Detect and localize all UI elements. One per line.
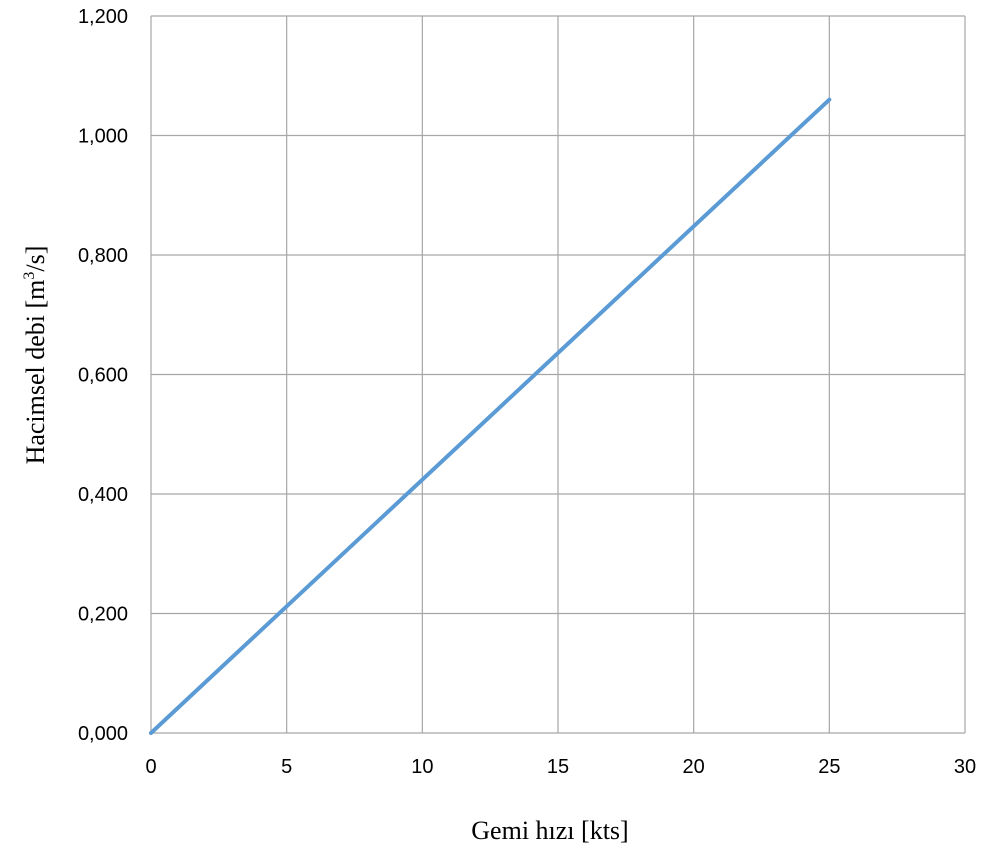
y-tick-label-0,000: 0,000 [78,723,128,745]
x-tick-label-0: 0 [145,756,156,778]
x-tick-label-15: 15 [547,756,569,778]
x-tick-label-10: 10 [411,756,433,778]
y-axis-title: Hacimsel debi [m3/s] [21,246,50,465]
series-line-1 [149,97,832,735]
y-tick-label-0,600: 0,600 [78,365,128,387]
x-tick-label-20: 20 [683,756,705,778]
plot-area [149,97,832,735]
y-tick-label-0,800: 0,800 [78,245,128,267]
y-axis-title-end: /s] [21,246,50,272]
x-axis-ticks: 0 5 10 15 20 25 30 [145,756,976,778]
y-axis-ticks: 0,000 0,200 0,400 0,600 0,800 1,000 1,200 [78,6,128,745]
x-tick-label-25: 25 [818,756,840,778]
y-tick-label-1,200: 1,200 [78,6,128,28]
y-axis-title-superscript: 3 [21,272,38,280]
x-tick-label-5: 5 [281,756,292,778]
x-axis-title: Gemi hızı [kts] [471,816,628,845]
y-tick-label-0,400: 0,400 [78,484,128,506]
y-tick-label-0,200: 0,200 [78,604,128,626]
y-axis-title-main: Hacimsel debi [m [21,280,50,465]
x-tick-label-30: 30 [954,756,976,778]
grid [150,15,966,734]
y-tick-label-1,000: 1,000 [78,126,128,148]
